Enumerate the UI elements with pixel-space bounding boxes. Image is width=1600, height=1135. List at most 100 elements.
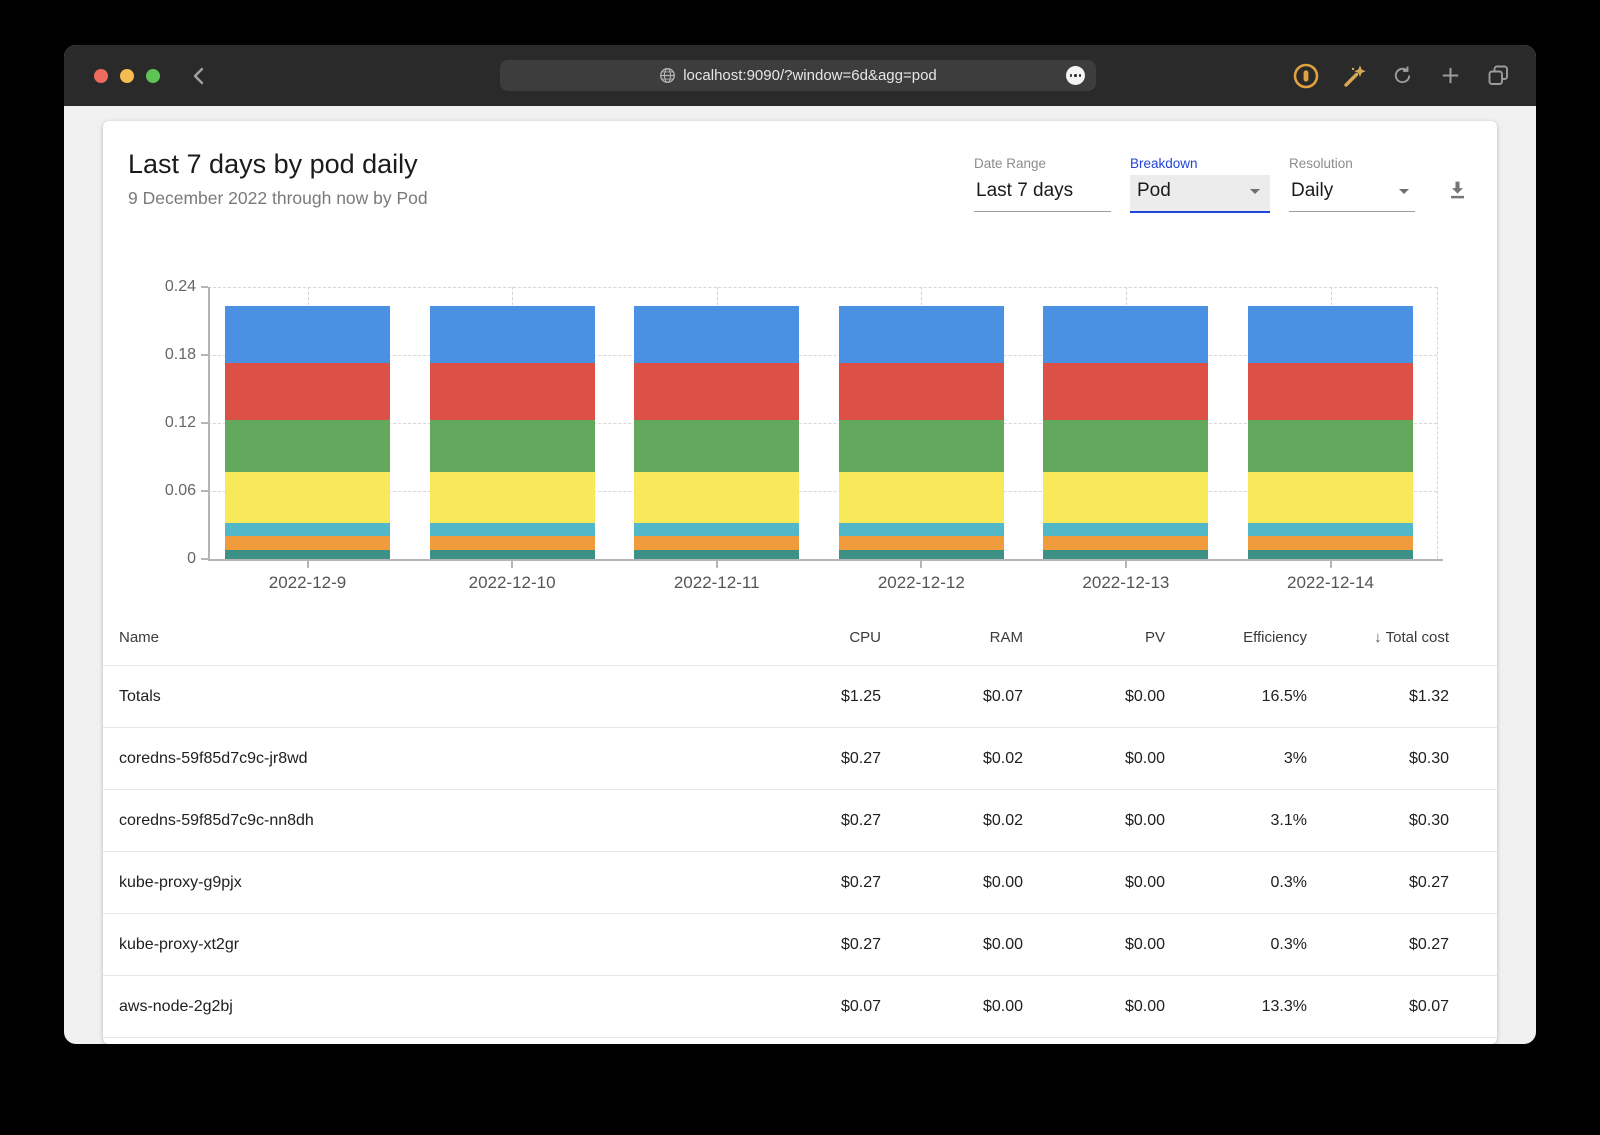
- chevron-down-icon: [1250, 188, 1260, 194]
- extension-button[interactable]: [1340, 62, 1368, 90]
- resolution-label: Resolution: [1289, 156, 1353, 171]
- bar-segment-cyan-segment[interactable]: [225, 523, 390, 536]
- bar-segment-red-segment[interactable]: [1248, 363, 1413, 420]
- bar-segment-yellow-segment[interactable]: [1043, 472, 1209, 523]
- tab-overview-button[interactable]: [1484, 62, 1512, 90]
- bar-segment-teal-segment[interactable]: [1248, 550, 1413, 559]
- date-range-label: Date Range: [974, 156, 1047, 171]
- cell-name: coredns-59f85d7c9c-jr8wd: [119, 749, 308, 767]
- breakdown-label: Breakdown: [1130, 156, 1198, 171]
- minimize-window-button[interactable]: [120, 68, 134, 83]
- bar-segment-yellow-segment[interactable]: [429, 472, 595, 523]
- bar-segment-blue-segment[interactable]: [634, 306, 800, 363]
- bar-segment-yellow-segment[interactable]: [1248, 472, 1413, 523]
- cell-value: $0.02: [982, 749, 1023, 767]
- maximize-window-button[interactable]: [146, 68, 160, 83]
- table-row[interactable]: kube-proxy-g9pjx $0.27 $0.00 $0.00 0.3% $0.27: [103, 852, 1497, 914]
- bar-segment-yellow-segment[interactable]: [225, 472, 390, 523]
- table-row[interactable]: aws-node-2g2bj $0.07 $0.00 $0.00 13.3% $0.07: [103, 976, 1497, 1038]
- cell-value: $0.07: [840, 997, 881, 1015]
- address-bar[interactable]: localhost:9090/?window=6d&agg=pod: [500, 60, 1096, 91]
- bar-segment-red-segment[interactable]: [429, 363, 595, 420]
- bar-segment-cyan-segment[interactable]: [1248, 523, 1413, 536]
- bar-segment-orange-segment[interactable]: [1248, 536, 1413, 550]
- column-header-ram[interactable]: RAM: [989, 629, 1023, 646]
- breakdown-select[interactable]: Breakdown Pod: [1130, 156, 1270, 213]
- cell-name: kube-proxy-xt2gr: [119, 935, 240, 953]
- cell-value: $0.00: [1124, 687, 1165, 705]
- cell-value: $0.30: [1408, 811, 1449, 829]
- bar-segment-green-segment[interactable]: [429, 420, 595, 472]
- bar-segment-green-segment[interactable]: [634, 420, 800, 472]
- close-window-button[interactable]: [94, 68, 108, 83]
- column-header-name[interactable]: Name: [119, 629, 160, 646]
- bar-segment-green-segment[interactable]: [225, 420, 390, 472]
- bar-segment-cyan-segment[interactable]: [1043, 523, 1209, 536]
- page-options-button[interactable]: [1066, 66, 1085, 85]
- y-tick-mark: [201, 490, 208, 492]
- bar-segment-teal-segment[interactable]: [429, 550, 595, 559]
- globe-icon: [659, 67, 676, 84]
- bar-segment-orange-segment[interactable]: [429, 536, 595, 550]
- magic-wand-icon: [1343, 65, 1366, 87]
- x-axis-line: [208, 559, 1443, 561]
- reload-button[interactable]: [1388, 62, 1416, 90]
- password-manager-button[interactable]: [1292, 62, 1320, 90]
- bar-segment-blue-segment[interactable]: [225, 306, 390, 363]
- cell-value: $0.27: [1408, 873, 1449, 891]
- gridline-y: [208, 355, 1437, 356]
- bar-segment-orange-segment[interactable]: [838, 536, 1004, 550]
- bar-segment-teal-segment[interactable]: [225, 550, 390, 559]
- bar-segment-green-segment[interactable]: [1248, 420, 1413, 472]
- bar-segment-orange-segment[interactable]: [634, 536, 800, 550]
- bar-segment-teal-segment[interactable]: [634, 550, 800, 559]
- bar-segment-green-segment[interactable]: [1043, 420, 1209, 472]
- bar-segment-blue-segment[interactable]: [429, 306, 595, 363]
- back-button[interactable]: [188, 64, 212, 88]
- cell-value: 3%: [1283, 749, 1307, 767]
- download-button[interactable]: [1446, 179, 1469, 202]
- table-row[interactable]: kube-proxy-xt2gr $0.27 $0.00 $0.00 0.3% $0.27: [103, 914, 1497, 976]
- y-tick-mark: [201, 354, 208, 356]
- bar-segment-orange-segment[interactable]: [1043, 536, 1209, 550]
- bar-segment-blue-segment[interactable]: [1248, 306, 1413, 363]
- bar-segment-blue-segment[interactable]: [838, 306, 1004, 363]
- cell-name: Totals: [119, 687, 161, 705]
- bar-segment-teal-segment[interactable]: [838, 550, 1004, 559]
- traffic-lights: [94, 68, 160, 83]
- bar-segment-red-segment[interactable]: [838, 363, 1004, 420]
- column-header-pv[interactable]: PV: [1144, 629, 1165, 646]
- bar-segment-red-segment[interactable]: [1043, 363, 1209, 420]
- bar-segment-green-segment[interactable]: [838, 420, 1004, 472]
- cell-value: 3.1%: [1270, 811, 1307, 829]
- column-header-efficiency[interactable]: Efficiency: [1243, 629, 1307, 646]
- cell-value: $0.27: [840, 811, 881, 829]
- bar-segment-cyan-segment[interactable]: [838, 523, 1004, 536]
- bar-segment-blue-segment[interactable]: [1043, 306, 1209, 363]
- bar-segment-teal-segment[interactable]: [1043, 550, 1209, 559]
- bar-segment-cyan-segment[interactable]: [429, 523, 595, 536]
- new-tab-button[interactable]: [1436, 62, 1464, 90]
- download-icon: [1450, 181, 1465, 199]
- table-row[interactable]: Totals $1.25 $0.07 $0.00 16.5% $1.32: [103, 666, 1497, 728]
- browser-window: localhost:9090/?window=6d&agg=pod: [64, 45, 1536, 1044]
- bar-segment-yellow-segment[interactable]: [634, 472, 800, 523]
- y-tick-mark: [201, 286, 208, 288]
- cell-value: $0.00: [1124, 811, 1165, 829]
- date-range-control[interactable]: Date Range Last 7 days: [974, 156, 1111, 212]
- cell-value: $0.27: [840, 873, 881, 891]
- table-row[interactable]: coredns-59f85d7c9c-nn8dh $0.27 $0.02 $0.00 3…: [103, 790, 1497, 852]
- report-controls: Date Range Last 7 days Breakdown Pod: [974, 156, 1469, 213]
- cell-value: $0.27: [840, 935, 881, 953]
- bar-segment-red-segment[interactable]: [225, 363, 390, 420]
- x-tick-label: 2022-12-11: [673, 573, 760, 592]
- table-row[interactable]: coredns-59f85d7c9c-jr8wd $0.27 $0.02 $0.00 3…: [103, 728, 1497, 790]
- bar-segment-cyan-segment[interactable]: [634, 523, 800, 536]
- column-header-total-cost[interactable]: ↓ Total cost: [1374, 629, 1449, 646]
- column-header-cpu[interactable]: CPU: [849, 629, 881, 646]
- x-tick-mark: [1329, 561, 1332, 568]
- bar-segment-orange-segment[interactable]: [225, 536, 390, 550]
- bar-segment-yellow-segment[interactable]: [838, 472, 1004, 523]
- resolution-select[interactable]: Resolution Daily: [1289, 156, 1415, 212]
- bar-segment-red-segment[interactable]: [634, 363, 800, 420]
